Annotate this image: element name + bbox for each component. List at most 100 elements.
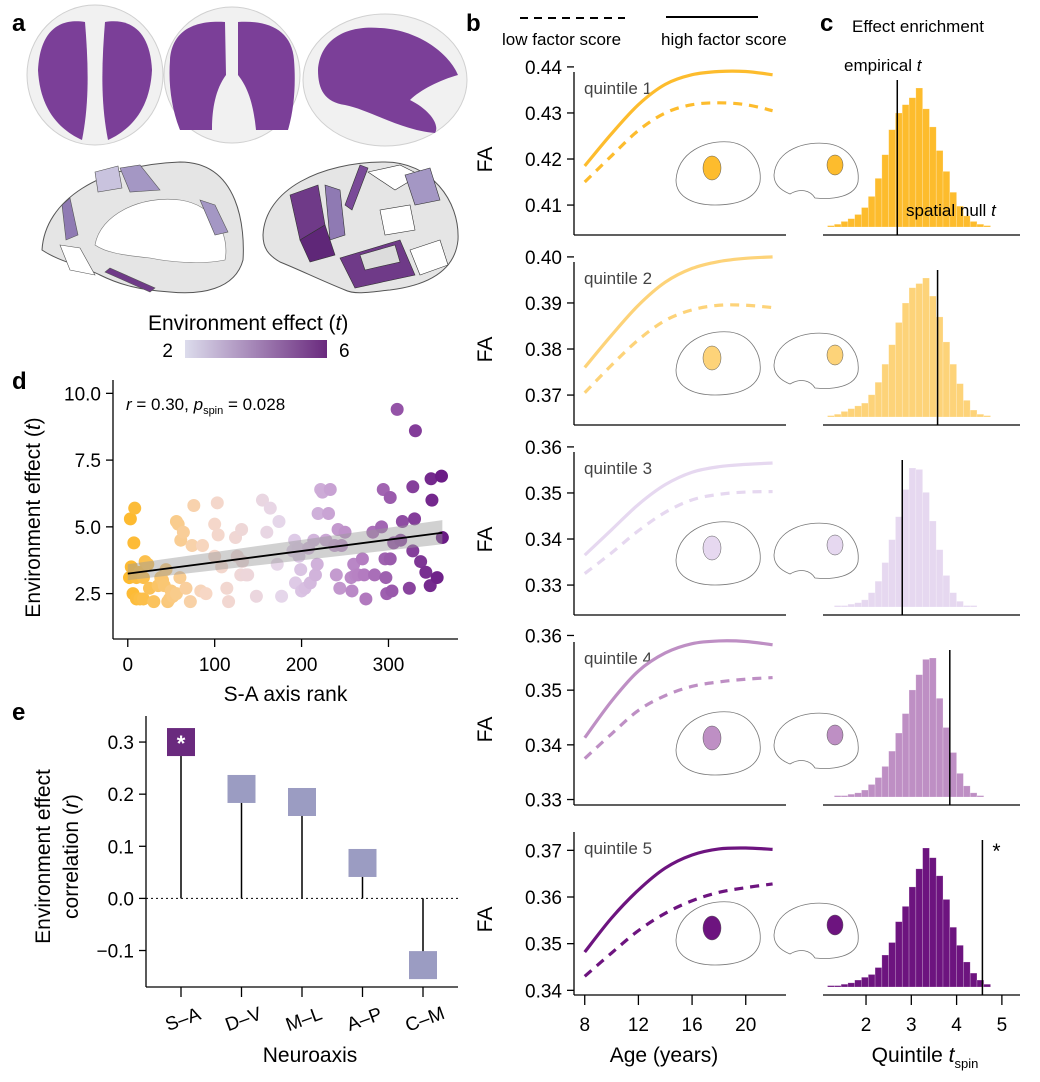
scatter-point [368,568,382,582]
histogram-bar [834,795,842,798]
histogram-bar [874,178,883,228]
panel-letter-d: d [12,368,27,395]
histogram-bar [861,789,869,798]
histogram-bar [908,689,917,798]
histogram-bar [834,985,842,988]
inset-brains [675,711,859,776]
lollipop-marker [348,848,377,877]
histogram-bar [854,214,862,228]
histogram-bar [922,847,930,988]
scatter-point [183,595,197,609]
histogram-bar [956,383,964,418]
x-tick-label: 16 [682,1015,703,1036]
histogram-quintile-3 [823,460,1020,616]
y-tick-label: 0.38 [525,340,562,361]
histogram-bar [983,983,991,988]
x-axis-title-subscript: spin [955,1056,979,1071]
legend-low-label: low factor score [502,30,621,49]
brain-coronal-view [163,6,301,144]
histogram-bar [915,469,923,608]
scatter-point [425,493,439,507]
y-tick-label: 0.41 [525,196,562,217]
x-tick-label: A–P [344,1004,385,1036]
cortical-surface-medial [41,161,244,294]
significance-marker: * [177,731,186,756]
scatter-point [333,581,347,595]
inset-brain-highlight-region [702,345,722,371]
scatter-point [434,469,448,483]
histogram-bar [827,225,835,228]
histogram-bar [908,467,917,608]
histogram-bar [929,520,937,608]
inset-brain-highlight-region [702,155,722,181]
histogram-bar [976,979,985,988]
high-factor-score-line [583,69,773,167]
x-tick-label: 2 [861,1015,872,1036]
histogram-bar [834,223,842,228]
tract-left [169,21,226,131]
histogram-bar [895,112,903,228]
y-axis-title: FA [474,717,497,743]
inset-brain-medial [773,332,859,389]
lollipop-marker [409,951,437,980]
histogram-bar [942,899,951,988]
scatter-point [263,501,277,515]
y-axis-title: FA [474,527,497,553]
histogram-bar [881,363,889,418]
empirical-label: empirical [844,56,917,75]
histogram-quintile-5: * [823,840,1020,996]
histogram-bar [874,381,883,418]
stats-annotation: r = 0.30, pspin = 0.028 [126,395,285,417]
histogram-bar [895,921,903,988]
inset-brains [675,141,859,206]
y-axis-title-italic: t [22,423,45,430]
y-tick-label: 0.35 [525,935,562,956]
inset-brain-medial [773,902,859,959]
y-axis-title-line2: correlation (r) [60,794,83,919]
quintile-label: quintile 3 [584,459,652,478]
scatter-point [329,568,343,582]
histogram-bar [969,409,978,418]
y-tick-label: 0.36 [525,626,562,647]
y-tick-label: 0.3 [108,733,134,754]
tract-right [102,21,152,140]
scatter-point [210,496,224,510]
y-tick-label: 0.37 [525,386,562,407]
scatter-point [136,571,150,585]
histogram-bar [867,974,876,988]
scatter-point [220,581,234,595]
x-axis-title: Neuroaxis [263,1044,358,1067]
histogram-bar [888,129,896,228]
scatter-point [430,571,444,585]
histogram-bar [888,539,896,608]
spatial-null-annotation: spatial null t [906,201,997,220]
histogram-bar [949,363,957,418]
scatter-point [375,520,389,534]
inset-brain-highlight-region [826,724,844,746]
histogram-bar [847,982,856,988]
scatter-point [127,536,141,550]
histogram-bar [854,979,862,988]
scatter-point [435,531,449,545]
histogram-quintile-1 [823,80,1020,236]
histogram-bar [854,602,862,608]
x-tick-label: M–L [283,1004,325,1036]
histogram-bar [983,225,991,228]
histogram-bar [874,967,883,988]
y-tick-label: 2.5 [75,585,101,606]
scatter-point [294,563,308,577]
high-factor-score-line [583,639,773,739]
y-tick-label: 0.34 [525,530,562,551]
low-factor-score-line [583,675,773,760]
panel-a-brain-renderings: Environment effect (t) 2 6 [26,4,468,362]
scatter-point [255,493,269,507]
y-tick-label: 0.34 [525,736,562,757]
scatter-point [147,595,161,609]
y-tick-label: −0.1 [96,942,134,963]
colorbar-title: Environment effect (t) [148,312,348,335]
scatter-point [123,512,137,526]
scatter-point [359,592,373,606]
regression-line [127,531,443,575]
histogram-bar [942,171,951,228]
histogram-bar [969,605,978,608]
